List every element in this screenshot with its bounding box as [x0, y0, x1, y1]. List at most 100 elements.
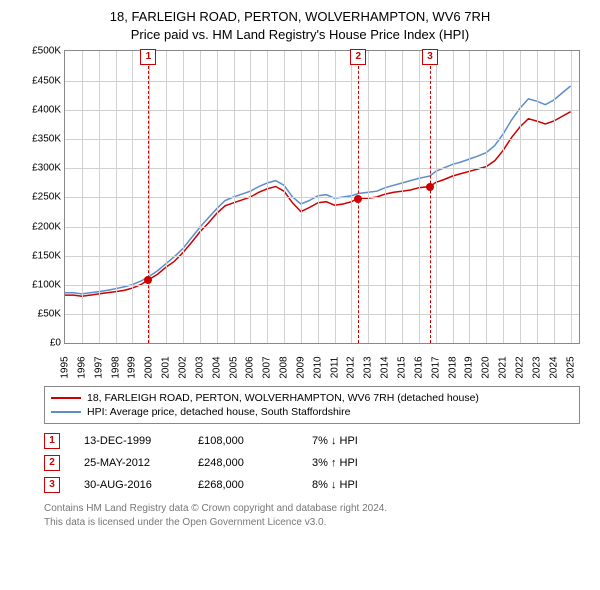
- gridline-v: [318, 51, 319, 343]
- ytick-label: £100K: [21, 279, 61, 290]
- xtick-label: 1998: [110, 353, 121, 383]
- xtick-label: 2016: [413, 353, 424, 383]
- ytick-label: £0: [21, 338, 61, 349]
- event-line: [148, 51, 149, 343]
- gridline-h: [65, 81, 579, 82]
- gridline-v: [436, 51, 437, 343]
- xtick-label: 2003: [194, 353, 205, 383]
- xtick-label: 1996: [76, 353, 87, 383]
- ytick-label: £450K: [21, 75, 61, 86]
- chart: £0£50K£100K£150K£200K£250K£300K£350K£400…: [20, 50, 580, 380]
- event-diff: 8% ↓ HPI: [312, 479, 402, 491]
- gridline-v: [82, 51, 83, 343]
- xtick-label: 2006: [245, 353, 256, 383]
- gridline-h: [65, 139, 579, 140]
- xtick-label: 2023: [531, 353, 542, 383]
- event-flag: 3: [422, 49, 438, 65]
- xtick-label: 2009: [295, 353, 306, 383]
- ytick-label: £400K: [21, 104, 61, 115]
- ytick-label: £200K: [21, 221, 61, 232]
- gridline-v: [166, 51, 167, 343]
- xtick-label: 2011: [329, 353, 340, 383]
- gridline-v: [469, 51, 470, 343]
- gridline-v: [520, 51, 521, 343]
- event-diff: 7% ↓ HPI: [312, 435, 402, 447]
- event-marker: [144, 276, 152, 284]
- event-flag-small: 3: [44, 477, 60, 493]
- event-date: 13-DEC-1999: [84, 435, 174, 447]
- event-price: £268,000: [198, 479, 288, 491]
- title-line1: 18, FARLEIGH ROAD, PERTON, WOLVERHAMPTON…: [8, 8, 592, 26]
- xtick-label: 2004: [211, 353, 222, 383]
- xtick-label: 2007: [262, 353, 273, 383]
- ytick-label: £150K: [21, 250, 61, 261]
- footer-line1: Contains HM Land Registry data © Crown c…: [44, 502, 580, 516]
- event-row: 1 13-DEC-1999 £108,000 7% ↓ HPI: [44, 430, 580, 452]
- gridline-v: [554, 51, 555, 343]
- gridline-h: [65, 314, 579, 315]
- xtick-label: 2018: [447, 353, 458, 383]
- event-date: 30-AUG-2016: [84, 479, 174, 491]
- gridline-h: [65, 168, 579, 169]
- gridline-v: [183, 51, 184, 343]
- gridline-v: [385, 51, 386, 343]
- gridline-v: [503, 51, 504, 343]
- legend-label: HPI: Average price, detached house, Sout…: [87, 406, 350, 418]
- gridline-h: [65, 110, 579, 111]
- gridline-v: [217, 51, 218, 343]
- xtick-label: 1999: [127, 353, 138, 383]
- event-flag-small: 1: [44, 433, 60, 449]
- gridline-v: [116, 51, 117, 343]
- legend-row: HPI: Average price, detached house, Sout…: [51, 405, 573, 419]
- xtick-label: 2012: [346, 353, 357, 383]
- xtick-label: 2010: [312, 353, 323, 383]
- gridline-v: [351, 51, 352, 343]
- gridline-v: [99, 51, 100, 343]
- ytick-label: £250K: [21, 192, 61, 203]
- event-price: £108,000: [198, 435, 288, 447]
- gridline-v: [335, 51, 336, 343]
- gridline-h: [65, 197, 579, 198]
- xtick-label: 1997: [93, 353, 104, 383]
- gridline-h: [65, 256, 579, 257]
- gridline-v: [301, 51, 302, 343]
- gridline-h: [65, 227, 579, 228]
- gridline-v: [132, 51, 133, 343]
- gridline-v: [368, 51, 369, 343]
- title-line2: Price paid vs. HM Land Registry's House …: [8, 26, 592, 44]
- gridline-v: [284, 51, 285, 343]
- xtick-label: 2015: [397, 353, 408, 383]
- footer-attribution: Contains HM Land Registry data © Crown c…: [44, 502, 580, 529]
- event-marker: [426, 183, 434, 191]
- gridline-h: [65, 285, 579, 286]
- event-flag: 2: [350, 49, 366, 65]
- event-marker: [354, 195, 362, 203]
- chart-title: 18, FARLEIGH ROAD, PERTON, WOLVERHAMPTON…: [0, 0, 600, 50]
- events-table: 1 13-DEC-1999 £108,000 7% ↓ HPI 2 25-MAY-2012…: [44, 430, 580, 496]
- gridline-v: [234, 51, 235, 343]
- xtick-label: 2013: [363, 353, 374, 383]
- xtick-label: 2014: [380, 353, 391, 383]
- xtick-label: 2000: [144, 353, 155, 383]
- legend-swatch: [51, 397, 81, 399]
- legend-label: 18, FARLEIGH ROAD, PERTON, WOLVERHAMPTON…: [87, 392, 479, 404]
- gridline-v: [267, 51, 268, 343]
- xtick-label: 2001: [161, 353, 172, 383]
- event-price: £248,000: [198, 457, 288, 469]
- event-date: 25-MAY-2012: [84, 457, 174, 469]
- event-row: 2 25-MAY-2012 £248,000 3% ↑ HPI: [44, 452, 580, 474]
- legend: 18, FARLEIGH ROAD, PERTON, WOLVERHAMPTON…: [44, 386, 580, 424]
- gridline-v: [537, 51, 538, 343]
- event-flag-small: 2: [44, 455, 60, 471]
- xtick-label: 2017: [430, 353, 441, 383]
- event-diff: 3% ↑ HPI: [312, 457, 402, 469]
- xtick-label: 2019: [464, 353, 475, 383]
- ytick-label: £300K: [21, 163, 61, 174]
- event-flag: 1: [140, 49, 156, 65]
- footer-line2: This data is licensed under the Open Gov…: [44, 516, 580, 530]
- gridline-v: [486, 51, 487, 343]
- gridline-v: [200, 51, 201, 343]
- gridline-v: [453, 51, 454, 343]
- xtick-label: 2025: [565, 353, 576, 383]
- xtick-label: 2002: [177, 353, 188, 383]
